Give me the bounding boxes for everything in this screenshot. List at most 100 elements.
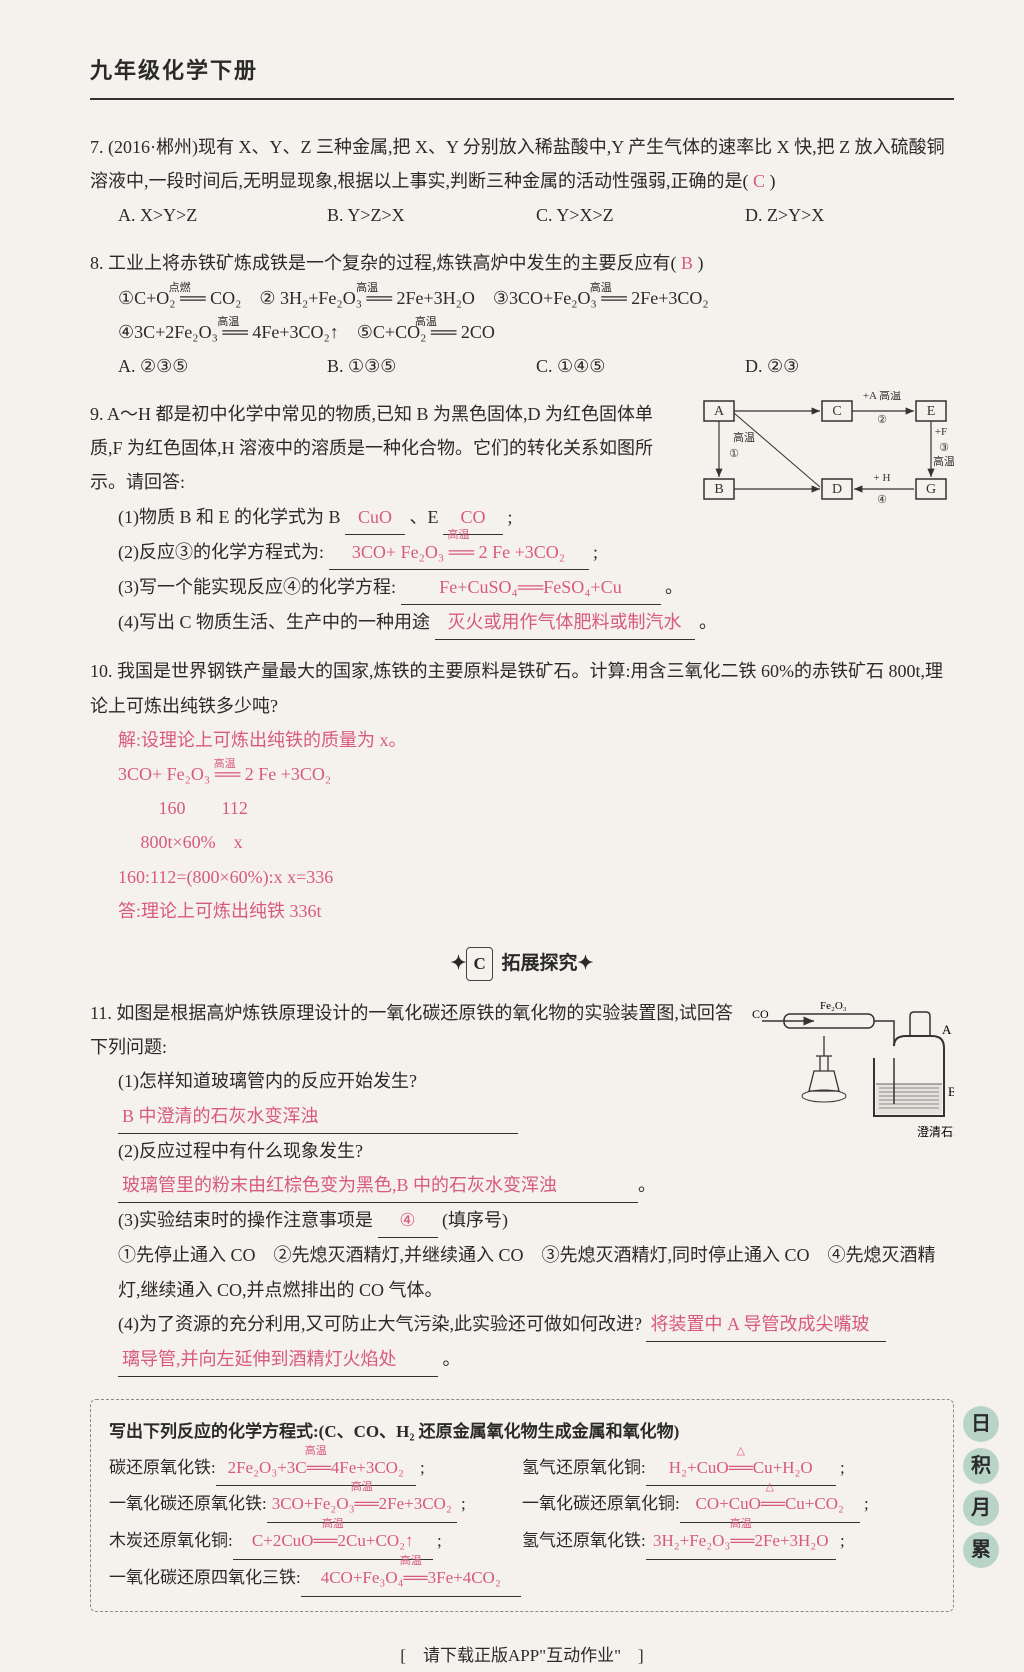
r2r-pre: 一氧化碳还原氧化铜: <box>522 1494 680 1513</box>
q9-p1-ans1: CuO <box>345 500 405 535</box>
badge-1: 日 <box>963 1406 999 1442</box>
badge-stack: 日 积 月 累 <box>963 1406 999 1568</box>
q8-opt-b: B. ①③⑤ <box>327 349 536 383</box>
svg-text:高温: 高温 <box>933 454 954 468</box>
q11-text: 如图是根据高炉炼铁原理设计的一氧化碳还原铁的氧化物的实验装置图,试回答下列问题: <box>90 1003 733 1057</box>
svg-text:①: ① <box>729 448 739 460</box>
svg-text:②: ② <box>877 414 887 426</box>
q8-eq4: ④3C+2Fe₂O₃ ══ 4Fe+3CO₂↑ <box>118 322 339 342</box>
svg-text:CO: CO <box>752 1007 769 1021</box>
q8-eq3: ③3CO+Fe₂O₃ ══ 2Fe+3CO₂ <box>493 288 709 308</box>
q11-p2-ans: 玻璃管里的粉末由红棕色变为黑色,B 中的石灰水变浑浊 <box>118 1168 638 1203</box>
q7-opt-d: D. Z>Y>X <box>745 198 954 232</box>
q7-text: (2016·郴州)现有 X、Y、Z 三种金属,把 X、Y 分别放入稀盐酸中,Y … <box>90 137 945 191</box>
q7-answer: C <box>753 171 765 191</box>
q11-p3-opts: ①先停止通入 CO ②先熄灭酒精灯,并继续通入 CO ③先熄灭酒精灯,同时停止通… <box>118 1238 954 1306</box>
r3r-ans: 3H₂+Fe₂O₃══2Fe+3H₂O <box>646 1523 836 1560</box>
q11-p4-ans2: 璃导管,并向左延伸到酒精灯火焰处 <box>118 1342 438 1377</box>
box-title: 写出下列反应的化学方程式:(C、CO、H₂ 还原金属氧化物生成金属和氧化物) <box>109 1414 935 1450</box>
q9-text: A～H 都是初中化学中常见的物质,已知 B 为黑色固体,D 为红色固体单质,F … <box>90 404 653 492</box>
q11-p1-ans: B 中澄清的石灰水变浑浊 <box>118 1099 518 1134</box>
svg-text:D: D <box>832 482 842 497</box>
q10-s1: 解:设理论上可炼出纯铁的质量为 x。 <box>118 723 954 757</box>
q7-opt-c: C. Y>X>Z <box>536 198 745 232</box>
svg-text:+F: +F <box>935 426 947 438</box>
svg-text:B: B <box>714 482 723 497</box>
q9-diagram: A C E B D G +A 高温 ② +F ③ 高温 + H ④ 高温 ① <box>694 391 954 511</box>
badge-4: 累 <box>963 1532 999 1568</box>
q11-p3-pre: (3)实验结束时的操作注意事项是 <box>118 1210 373 1230</box>
question-10: 10. 我国是世界钢铁产量最大的国家,炼铁的主要原料是铁矿石。计算:用含三氧化二… <box>90 654 954 928</box>
q10-s6: 答:理论上可炼出纯铁 336t <box>118 894 954 928</box>
q11-p4-ans1: 将装置中 A 导管改成尖嘴玻 <box>646 1307 886 1342</box>
svg-text:B: B <box>948 1084 954 1099</box>
q9-p3-pre: (3)写一个能实现反应④的化学方程: <box>118 577 396 597</box>
r4-pre: 一氧化碳还原四氧化三铁: <box>109 1568 301 1587</box>
svg-text:Fe₂O₃: Fe₂O₃ <box>820 1000 847 1012</box>
footer-text: [ 请下载正版APP"互动作业" ] <box>90 1640 954 1672</box>
q8-opt-c: C. ①④⑤ <box>536 349 745 383</box>
question-7: 7. (2016·郴州)现有 X、Y、Z 三种金属,把 X、Y 分别放入稀盐酸中… <box>90 130 954 233</box>
q8-text: 工业上将赤铁矿炼成铁是一个复杂的过程,炼铁高炉中发生的主要反应有( <box>108 253 677 273</box>
r4-ans: 4CO+Fe₃O₄══3Fe+4CO₂ <box>301 1560 521 1597</box>
r1l-pre: 碳还原氧化铁: <box>109 1458 216 1477</box>
section-c-title: 拓展探究 <box>502 953 578 974</box>
q8-eq2: ② 3H₂+Fe₂O₃ ══ 2Fe+3H₂O <box>259 288 475 308</box>
q9-p1-pre: (1)物质 B 和 E 的化学式为 B <box>118 507 341 527</box>
q10-s2: 3CO+ Fe₂O₃ ══ 2 Fe +3CO₂ <box>118 757 954 791</box>
q11-num: 11. <box>90 1003 112 1023</box>
q9-p2-ans: 3CO+ Fe₂O₃ ══ 2 Fe +3CO₂ <box>329 535 589 570</box>
q10-num: 10. <box>90 661 113 681</box>
q9-p4-pre: (4)写出 C 物质生活、生产中的一种用途 <box>118 612 430 632</box>
q7-num: 7. <box>90 137 104 157</box>
badge-2: 积 <box>963 1448 999 1484</box>
q9-p2-tail: ; <box>593 542 598 562</box>
page-header: 九年级化学下册 <box>90 50 954 100</box>
badge-3: 月 <box>963 1490 999 1526</box>
svg-text:C: C <box>832 404 841 419</box>
r1l-ans: 2Fe₂O₃+3C══4Fe+3CO₂ <box>216 1450 416 1487</box>
q7-tail: ) <box>770 171 776 191</box>
q11-p3-ans: ④ <box>378 1203 438 1238</box>
question-9: A C E B D G +A 高温 ② +F ③ 高温 + H ④ 高温 ① 9… <box>90 397 954 640</box>
svg-text:③: ③ <box>939 442 949 454</box>
r3l-pre: 木炭还原氧化铜: <box>109 1531 233 1550</box>
svg-text:澄清石灰水: 澄清石灰水 <box>917 1124 954 1139</box>
q8-eq5: ⑤C+CO₂ ══ 2CO <box>357 322 495 342</box>
q9-num: 9. <box>90 404 104 424</box>
q10-s5: 160:112=(800×60%):x x=336 <box>118 860 954 894</box>
q9-p4-tail: 。 <box>699 612 717 632</box>
q10-s4: 800t×60% x <box>118 825 954 859</box>
q8-opt-a: A. ②③⑤ <box>118 349 327 383</box>
q10-s3: 160 112 <box>118 791 954 825</box>
q9-p1-mid: 、E <box>410 507 439 527</box>
q7-opt-a: A. X>Y>Z <box>118 198 327 232</box>
svg-text:A: A <box>714 404 725 419</box>
r2l-ans: 3CO+Fe₂O₃══2Fe+3CO₂ <box>267 1486 457 1523</box>
svg-text:+A 高温: +A 高温 <box>863 391 901 402</box>
q9-p3-tail: 。 <box>665 577 683 597</box>
q8-opt-d: D. ②③ <box>745 349 954 383</box>
q10-text: 我国是世界钢铁产量最大的国家,炼铁的主要原料是铁矿石。计算:用含三氧化二铁 60… <box>90 661 943 715</box>
section-c-banner: ✦C 拓展探究✦ <box>90 946 954 982</box>
q9-p4-ans: 灭火或用作气体肥料或制汽水 <box>435 605 695 640</box>
q7-opt-b: B. Y>Z>X <box>327 198 536 232</box>
svg-text:+ H: + H <box>874 472 891 484</box>
question-11: CO Fe₂O₃ A B 澄清石灰水 11. 如图是根据高炉炼铁原理设计的一氧化… <box>90 996 954 1377</box>
svg-text:G: G <box>926 482 936 497</box>
svg-text:高温: 高温 <box>733 430 755 444</box>
r2l-pre: 一氧化碳还原氧化铁: <box>109 1494 267 1513</box>
svg-text:A: A <box>942 1022 952 1037</box>
svg-text:E: E <box>927 404 936 419</box>
q11-p4-pre: (4)为了资源的充分利用,又可防止大气污染,此实验还可做如何改进? <box>118 1314 642 1334</box>
svg-text:④: ④ <box>877 494 887 506</box>
r1r-pre: 氢气还原氧化铜: <box>522 1458 646 1477</box>
r2r-ans: CO+CuO══Cu+CO₂ <box>680 1486 860 1523</box>
q9-p3-ans: Fe+CuSO₄══FeSO₄+Cu <box>401 570 661 605</box>
summary-box: 日 积 月 累 写出下列反应的化学方程式:(C、CO、H₂ 还原金属氧化物生成金… <box>90 1399 954 1611</box>
section-c-tag: C <box>466 947 492 981</box>
r1r-ans: H₂+CuO══Cu+H₂O <box>646 1450 836 1487</box>
q8-eq1: ①C+O₂ ══ CO₂ <box>118 288 241 308</box>
q11-apparatus: CO Fe₂O₃ A B 澄清石灰水 <box>744 996 954 1176</box>
q9-p2-pre: (2)反应③的化学方程式为: <box>118 542 324 562</box>
